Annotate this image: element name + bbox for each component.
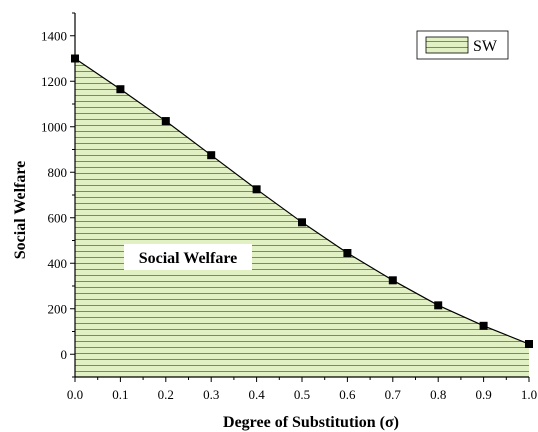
data-point-marker bbox=[161, 117, 170, 126]
data-point-marker bbox=[434, 301, 443, 310]
annotation-label: Social Welfare bbox=[139, 250, 238, 267]
legend-label: SW bbox=[473, 38, 498, 55]
data-point-marker bbox=[525, 340, 533, 349]
annotation: Social Welfare bbox=[124, 244, 252, 270]
x-tick-label: 1.0 bbox=[521, 387, 537, 402]
y-tick-label: 1400 bbox=[41, 28, 67, 43]
x-axis-ticks: 0.0 0.1 0.2 0.3 0.4 0.5 0.6 0.7 0.8 0.9 1.0 bbox=[67, 377, 537, 402]
x-tick-label: 0.8 bbox=[430, 387, 446, 402]
y-axis-ticks: 0 200 400 600 800 1000 1200 1400 bbox=[41, 12, 75, 378]
x-tick-label: 0.0 bbox=[67, 387, 83, 402]
x-axis-title: Degree of Substitution (σ) bbox=[223, 414, 399, 431]
legend: SW bbox=[416, 30, 509, 60]
data-markers bbox=[71, 54, 533, 349]
data-point-marker bbox=[343, 249, 352, 258]
x-tick-label: 0.7 bbox=[385, 387, 402, 402]
data-point-marker bbox=[479, 321, 488, 330]
x-tick-label: 0.5 bbox=[294, 387, 310, 402]
x-tick-label: 0.1 bbox=[112, 387, 128, 402]
sw-area bbox=[75, 58, 529, 377]
legend-swatch bbox=[425, 36, 469, 54]
data-point-marker bbox=[252, 185, 261, 194]
plot-area bbox=[74, 58, 530, 377]
y-tick-label: 0 bbox=[61, 347, 68, 362]
y-tick-label: 1000 bbox=[41, 119, 67, 134]
y-tick-label: 800 bbox=[48, 165, 68, 180]
data-point-marker bbox=[71, 54, 79, 63]
data-point-marker bbox=[207, 151, 216, 160]
annotation-background bbox=[124, 244, 252, 270]
x-tick-label: 0.6 bbox=[339, 387, 356, 402]
y-tick-label: 600 bbox=[48, 210, 68, 225]
x-tick-label: 0.2 bbox=[158, 387, 174, 402]
data-point-marker bbox=[298, 218, 306, 227]
y-tick-label: 400 bbox=[48, 256, 68, 271]
x-tick-label: 0.4 bbox=[248, 387, 265, 402]
y-tick-label: 1200 bbox=[41, 74, 67, 89]
y-tick-label: 200 bbox=[48, 301, 68, 316]
data-point-marker bbox=[388, 276, 397, 285]
data-point-marker bbox=[116, 85, 125, 94]
x-tick-label: 0.3 bbox=[203, 387, 219, 402]
x-tick-label: 0.9 bbox=[475, 387, 491, 402]
y-axis-title: Social Welfare bbox=[12, 161, 29, 260]
